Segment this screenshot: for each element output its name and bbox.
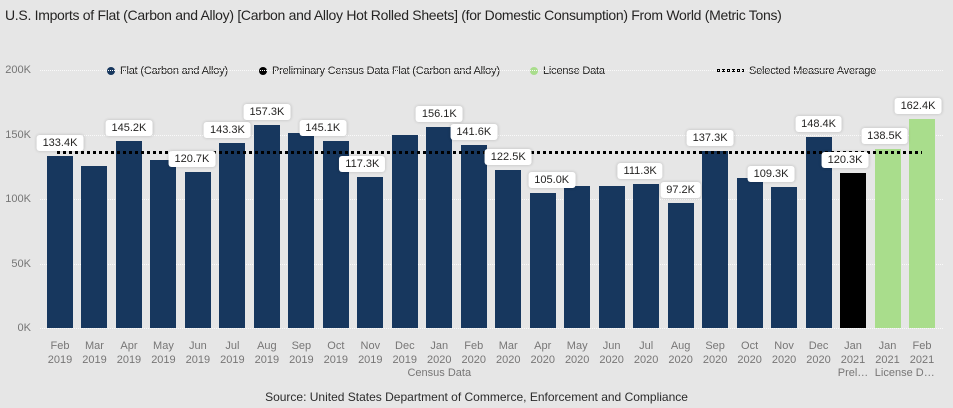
x-axis-label-nov-2019: Nov 2019 bbox=[358, 340, 383, 366]
x-axis-label-jun-2019: Jun 2019 bbox=[185, 340, 211, 366]
bar-jan-2021-license[interactable] bbox=[874, 149, 901, 328]
bar-jun-2020[interactable] bbox=[598, 185, 625, 328]
bar-oct-2020[interactable] bbox=[736, 177, 763, 328]
bar-sep-2020[interactable] bbox=[702, 150, 729, 328]
x-axis-label-jan-2021: Jan 2021 bbox=[875, 340, 900, 366]
bar-jan-2020[interactable] bbox=[426, 126, 453, 328]
x-axis-group-label-license-d: License D… bbox=[874, 367, 935, 379]
data-label-jan-2021-license: 138.5K bbox=[861, 128, 908, 145]
bar-dec-2019[interactable] bbox=[391, 135, 418, 328]
y-axis-label-50k: 50K bbox=[11, 257, 31, 270]
data-label-feb-2021-license: 162.4K bbox=[894, 97, 942, 114]
bar-dec-2020[interactable] bbox=[805, 136, 832, 328]
data-label-sep-2020: 137.3K bbox=[686, 129, 734, 146]
x-axis-label-aug-2020: Aug 2020 bbox=[668, 340, 693, 366]
data-label-nov-2019: 117.3K bbox=[339, 155, 386, 172]
bar-apr-2020[interactable] bbox=[529, 192, 556, 328]
bar-mar-2020[interactable] bbox=[495, 169, 522, 328]
x-axis-label-sep-2020: Sep 2020 bbox=[702, 340, 728, 366]
data-label-jul-2019: 143.3K bbox=[203, 122, 251, 139]
x-axis-label-mar-2020: Mar 2020 bbox=[495, 340, 521, 366]
x-axis-label-jan-2021: Jan 2021 bbox=[840, 340, 866, 366]
data-label-oct-2019: 145.1K bbox=[299, 119, 347, 136]
x-axis-label-feb-2020: Feb 2020 bbox=[461, 340, 486, 366]
x-axis-label-may-2020: May 2020 bbox=[564, 340, 590, 366]
bar-may-2020[interactable] bbox=[564, 186, 591, 328]
data-label-mar-2020: 122.5K bbox=[484, 148, 532, 165]
bar-feb-2019[interactable] bbox=[47, 155, 73, 328]
x-axis-label-apr-2019: Apr 2019 bbox=[116, 340, 142, 366]
data-label-apr-2020: 105.0K bbox=[528, 171, 576, 188]
data-label-nov-2020: 109.3K bbox=[747, 166, 795, 182]
gridline-0k bbox=[40, 328, 943, 329]
gridline-100k bbox=[40, 199, 943, 200]
bar-feb-2020[interactable] bbox=[460, 145, 487, 328]
x-axis-label-jan-2020: Jan 2020 bbox=[427, 340, 452, 366]
bar-jul-2019[interactable] bbox=[219, 143, 246, 328]
x-axis-label-jun-2020: Jun 2020 bbox=[599, 340, 624, 366]
data-label-feb-2019: 133.4K bbox=[36, 134, 84, 151]
bar-jul-2020[interactable] bbox=[633, 184, 660, 328]
bar-jan-2021-preliminary[interactable] bbox=[840, 172, 867, 328]
bar-nov-2020[interactable] bbox=[771, 187, 798, 328]
bar-nov-2019[interactable] bbox=[357, 176, 384, 328]
data-label-aug-2020: 97.2K bbox=[660, 181, 701, 198]
x-axis-label-jul-2019: Jul 2019 bbox=[220, 340, 245, 366]
x-axis-label-feb-2019: Feb 2019 bbox=[47, 340, 73, 366]
x-axis-group-label-prel: Prel… bbox=[837, 367, 869, 379]
data-label-dec-2020: 148.4K bbox=[795, 115, 842, 132]
chart-title: U.S. Imports of Flat (Carbon and Alloy) … bbox=[5, 7, 782, 23]
bar-aug-2019[interactable] bbox=[253, 125, 280, 328]
x-axis-label-jul-2020: Jul 2020 bbox=[633, 340, 659, 366]
y-axis-label-0k: 0K bbox=[17, 322, 31, 334]
x-axis-label-oct-2020: Oct 2020 bbox=[737, 340, 762, 366]
x-axis-label-feb-2021: Feb 2021 bbox=[909, 340, 935, 366]
x-axis-label-dec-2020: Dec 2020 bbox=[806, 340, 831, 366]
bar-oct-2019[interactable] bbox=[322, 140, 349, 328]
x-axis-label-mar-2019: Mar 2019 bbox=[82, 340, 107, 366]
bar-may-2019[interactable] bbox=[150, 160, 177, 328]
bar-sep-2019[interactable] bbox=[288, 133, 315, 328]
x-axis-label-apr-2020: Apr 2020 bbox=[530, 340, 555, 366]
x-axis-label-sep-2019: Sep 2019 bbox=[289, 340, 314, 366]
data-label-apr-2019: 145.2K bbox=[105, 119, 153, 136]
data-label-jan-2020: 156.1K bbox=[415, 105, 463, 122]
y-axis-label-200k: 200K bbox=[5, 64, 31, 76]
source-note: Source: United States Department of Comm… bbox=[265, 390, 688, 404]
x-axis-label-nov-2020: Nov 2020 bbox=[771, 340, 797, 366]
x-axis-group-label-census-data: Census Data bbox=[407, 367, 472, 379]
x-axis-label-may-2019: May 2019 bbox=[151, 340, 176, 366]
bar-apr-2019[interactable] bbox=[115, 140, 142, 328]
y-axis-label-150k: 150K bbox=[5, 128, 31, 141]
data-label-jan-2021-preliminary: 120.3K bbox=[821, 151, 869, 168]
x-axis-label-dec-2019: Dec 2019 bbox=[392, 340, 418, 366]
data-label-feb-2020: 141.6K bbox=[450, 124, 498, 141]
data-label-jun-2019: 120.7K bbox=[168, 151, 216, 168]
x-axis-label-aug-2019: Aug 2019 bbox=[254, 340, 280, 366]
y-axis-label-100k: 100K bbox=[5, 193, 31, 205]
bar-mar-2019[interactable] bbox=[81, 166, 108, 328]
bar-jun-2019[interactable] bbox=[184, 172, 211, 328]
x-axis-label-oct-2019: Oct 2019 bbox=[323, 340, 349, 366]
data-label-jul-2020: 111.3K bbox=[617, 163, 663, 180]
gridline-50k bbox=[40, 263, 943, 265]
data-label-aug-2019: 157.3K bbox=[243, 104, 291, 121]
bar-aug-2020[interactable] bbox=[667, 202, 694, 328]
gridline-200k bbox=[40, 70, 943, 71]
